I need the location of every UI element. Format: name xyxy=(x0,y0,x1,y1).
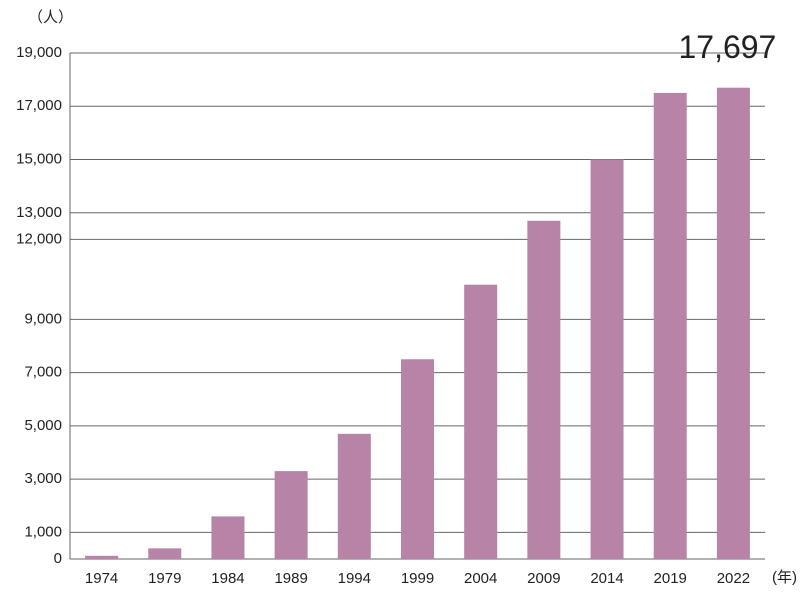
y-tick-label: 0 xyxy=(54,550,62,567)
x-tick-label: 1979 xyxy=(148,570,181,587)
bar xyxy=(464,284,498,559)
x-tick-label: 2019 xyxy=(654,570,687,587)
y-tick-label: 9,000 xyxy=(24,310,62,327)
bar xyxy=(148,548,182,559)
x-tick-label: 2004 xyxy=(464,570,497,587)
x-tick-label: 1994 xyxy=(338,570,371,587)
x-tick-label: 2022 xyxy=(717,570,750,587)
bar xyxy=(337,433,371,559)
x-tick-label: 1974 xyxy=(85,570,118,587)
x-tick-label: 2009 xyxy=(527,570,560,587)
y-tick-label: 12,000 xyxy=(16,230,62,247)
x-tick-label: 1999 xyxy=(401,570,434,587)
y-tick-label: 3,000 xyxy=(24,470,62,487)
bar xyxy=(653,92,687,560)
y-tick-label: 17,000 xyxy=(16,97,62,114)
y-tick-label: 13,000 xyxy=(16,204,62,221)
bar xyxy=(401,359,434,559)
x-tick-label: 1989 xyxy=(274,570,307,587)
bar xyxy=(85,555,119,559)
y-unit-label: （人） xyxy=(28,9,73,26)
bar xyxy=(716,87,750,559)
bar xyxy=(274,471,308,559)
y-tick-label: 19,000 xyxy=(16,44,62,61)
y-tick-label: 1,000 xyxy=(24,523,62,540)
y-tick-label: 7,000 xyxy=(24,364,62,381)
x-unit-label: (年) xyxy=(772,569,797,586)
bar xyxy=(527,220,561,560)
bar xyxy=(590,159,624,560)
x-tick-label: 2014 xyxy=(590,570,623,587)
y-tick-label: 15,000 xyxy=(16,150,62,167)
y-tick-label: 5,000 xyxy=(24,417,62,434)
x-tick-label: 1984 xyxy=(211,570,244,587)
value-label: 17,697 xyxy=(678,29,776,65)
bar xyxy=(211,516,245,559)
